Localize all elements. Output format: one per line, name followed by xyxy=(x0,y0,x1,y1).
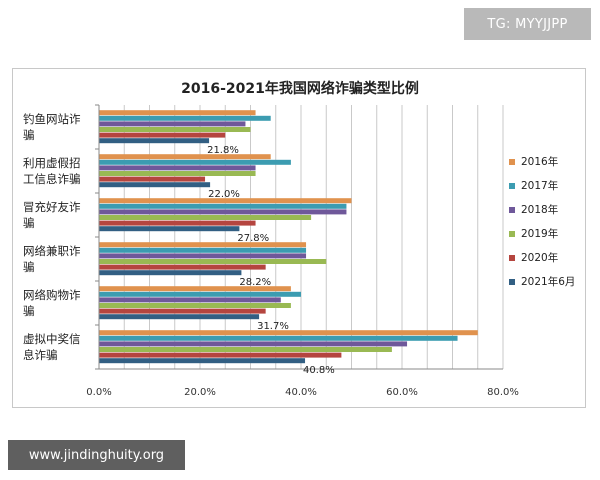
bar xyxy=(99,176,206,182)
labels-layer: 钓鱼网站诈骗利用虚假招工信息诈骗冒充好友诈骗网络兼职诈骗网络购物诈骗虚拟中奖信息… xyxy=(23,112,335,376)
category-label: 冒充好友诈 xyxy=(23,200,81,214)
legend-label: 2019年 xyxy=(521,227,558,240)
bar xyxy=(99,259,327,264)
data-label: 31.7% xyxy=(257,321,289,332)
bar xyxy=(99,308,266,314)
category-label: 网络兼职诈 xyxy=(23,244,81,258)
bar xyxy=(99,303,291,308)
category-label: 息诈骗 xyxy=(23,348,58,362)
category-label: 虚拟中奖信 xyxy=(23,332,81,346)
x-tick-label: 20.0% xyxy=(184,387,216,398)
legend-label: 2017年 xyxy=(521,179,558,192)
legend-swatch xyxy=(509,183,515,189)
legend-swatch xyxy=(509,159,515,165)
bar xyxy=(99,182,211,188)
data-label: 40.8% xyxy=(303,365,335,376)
legend-label: 2016年 xyxy=(521,155,558,168)
category-label: 工信息诈骗 xyxy=(23,172,81,186)
bar xyxy=(99,159,291,165)
bar xyxy=(99,297,281,303)
grid-layer xyxy=(123,105,504,369)
x-tick-label: 40.0% xyxy=(285,387,317,398)
category-label: 骗 xyxy=(23,216,35,230)
category-label: 网络购物诈 xyxy=(23,288,81,302)
x-tick-label: 60.0% xyxy=(386,387,418,398)
bar xyxy=(99,270,242,276)
bar xyxy=(99,253,307,259)
bar xyxy=(99,352,342,358)
bar xyxy=(99,198,352,204)
bar xyxy=(99,347,392,352)
watermark-url: www.jindinghuity.org xyxy=(8,440,185,470)
bar xyxy=(99,291,301,297)
legend-swatch xyxy=(509,255,515,261)
bar xyxy=(99,132,226,138)
bar xyxy=(99,154,271,160)
bar-chart: 2016-2021年我国网络诈骗类型比例 0.0% 20.0% 40.0% 60.0%… xyxy=(23,80,575,398)
legend-swatch xyxy=(509,231,515,237)
bar xyxy=(99,314,260,320)
bar xyxy=(99,330,478,336)
bar xyxy=(99,127,251,132)
bar xyxy=(99,203,347,209)
bar xyxy=(99,165,256,171)
category-label: 利用虚假招 xyxy=(23,156,81,170)
bar xyxy=(99,226,240,232)
x-tick-label: 80.0% xyxy=(487,387,519,398)
bar xyxy=(99,215,312,220)
chart-container: 2016-2021年我国网络诈骗类型比例 0.0% 20.0% 40.0% 60.0%… xyxy=(12,68,586,408)
bar xyxy=(99,247,307,253)
category-label: 骗 xyxy=(23,260,35,274)
legend: 2016年 2017年 2018年 2019年 2020年 2021年6月 xyxy=(509,155,575,288)
bar xyxy=(99,220,256,226)
data-label: 22.0% xyxy=(208,189,240,200)
bar xyxy=(99,115,271,121)
bar xyxy=(99,138,210,144)
axis-layer: 0.0% 20.0% 40.0% 60.0% 80.0% xyxy=(86,104,519,398)
data-label: 21.8% xyxy=(207,145,239,156)
legend-label: 2020年 xyxy=(521,251,558,264)
legend-label: 2021年6月 xyxy=(521,275,575,288)
bar xyxy=(99,264,266,270)
legend-swatch xyxy=(509,279,515,285)
bar xyxy=(99,171,256,176)
data-label: 28.2% xyxy=(239,277,271,288)
bar xyxy=(99,358,306,364)
bar xyxy=(99,209,347,215)
bar xyxy=(99,242,307,248)
x-tick-label: 0.0% xyxy=(86,387,111,398)
bar xyxy=(99,341,408,347)
category-label: 钓鱼网站诈 xyxy=(23,112,81,126)
data-label: 27.8% xyxy=(237,233,269,244)
chart-title: 2016-2021年我国网络诈骗类型比例 xyxy=(181,80,419,97)
bar xyxy=(99,121,246,127)
bar xyxy=(99,335,458,341)
category-label: 骗 xyxy=(23,128,35,142)
legend-label: 2018年 xyxy=(521,203,558,216)
watermark-tg: TG: MYYJJPP xyxy=(464,8,591,40)
bar xyxy=(99,110,256,116)
category-label: 骗 xyxy=(23,304,35,318)
bars-layer xyxy=(99,110,478,364)
bar xyxy=(99,286,291,292)
legend-swatch xyxy=(509,207,515,213)
